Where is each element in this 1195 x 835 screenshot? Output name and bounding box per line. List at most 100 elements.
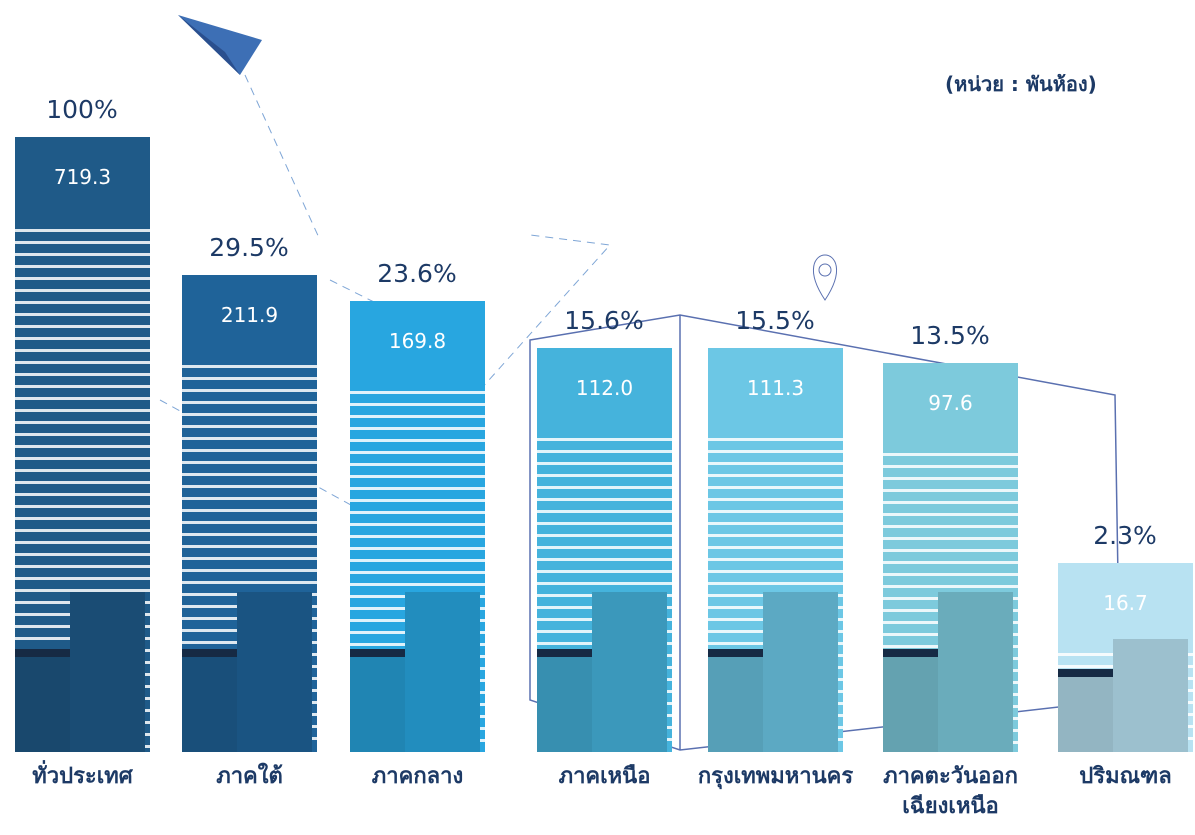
stripe bbox=[537, 545, 672, 549]
stripe bbox=[350, 462, 485, 466]
stripe bbox=[15, 337, 150, 341]
stripe bbox=[15, 373, 150, 377]
stripe bbox=[182, 389, 317, 393]
stripe bbox=[182, 509, 317, 513]
stripe bbox=[15, 301, 150, 305]
paper-plane bbox=[178, 15, 262, 75]
stripe bbox=[708, 534, 843, 538]
stripe bbox=[182, 533, 317, 537]
stripe bbox=[182, 545, 317, 549]
stripe bbox=[537, 581, 672, 585]
stripe bbox=[537, 533, 672, 537]
stripe bbox=[182, 365, 317, 369]
stripe bbox=[182, 569, 317, 573]
stripe bbox=[883, 525, 1018, 529]
stripe bbox=[15, 253, 150, 257]
value-label: 719.3 bbox=[53, 165, 112, 189]
stripe bbox=[537, 485, 672, 489]
building-icon bbox=[1058, 668, 1113, 752]
stripe bbox=[15, 529, 150, 533]
stripe bbox=[15, 349, 150, 353]
stripe bbox=[350, 582, 485, 586]
stripe bbox=[350, 534, 485, 538]
percent-label: 13.5% bbox=[910, 321, 990, 351]
stripe bbox=[15, 469, 150, 473]
stripe bbox=[883, 573, 1018, 577]
unit-note: (หน่วย : พันห้อง) bbox=[945, 72, 1097, 96]
category-label: ทั่วประเทศ bbox=[32, 764, 133, 789]
stripe bbox=[182, 581, 317, 585]
stripe bbox=[350, 546, 485, 550]
stripe bbox=[182, 437, 317, 441]
stripe bbox=[182, 413, 317, 417]
bar bbox=[537, 347, 672, 752]
bar bbox=[1058, 563, 1193, 752]
stripe bbox=[708, 558, 843, 562]
building-icon bbox=[350, 648, 405, 752]
stripe bbox=[350, 402, 485, 406]
stripe bbox=[708, 570, 843, 574]
stripe bbox=[15, 445, 150, 449]
percent-label: 23.6% bbox=[377, 258, 457, 288]
stripe bbox=[182, 425, 317, 429]
building-icon bbox=[15, 649, 70, 752]
building-icon bbox=[70, 592, 145, 752]
stripe bbox=[350, 486, 485, 490]
stripe bbox=[15, 493, 150, 497]
stripe bbox=[15, 553, 150, 557]
stripe bbox=[182, 485, 317, 489]
stripe bbox=[182, 461, 317, 465]
stripe bbox=[15, 577, 150, 581]
stripe bbox=[350, 426, 485, 430]
category-label: ภาคตะวันออก เฉียงเหนือ bbox=[883, 764, 1018, 819]
building-icon bbox=[1113, 638, 1188, 752]
stripe bbox=[350, 570, 485, 574]
stripe bbox=[15, 457, 150, 461]
percent-label: 15.6% bbox=[564, 305, 644, 335]
bar bbox=[15, 137, 150, 752]
stripe bbox=[350, 450, 485, 454]
stripe bbox=[883, 453, 1018, 457]
pin bbox=[812, 254, 838, 301]
stripe bbox=[350, 438, 485, 442]
bar bbox=[350, 300, 485, 752]
stripe bbox=[537, 461, 672, 465]
stripe bbox=[15, 505, 150, 509]
building-icon bbox=[237, 591, 312, 752]
stripe bbox=[883, 549, 1018, 553]
stripe bbox=[15, 409, 150, 413]
stripe bbox=[15, 385, 150, 389]
stripe bbox=[708, 462, 843, 466]
stripe bbox=[350, 522, 485, 526]
category-label: กรุงเทพมหานคร bbox=[697, 764, 854, 789]
stripe bbox=[350, 498, 485, 502]
stripe bbox=[708, 486, 843, 490]
stripe bbox=[708, 474, 843, 478]
stripe bbox=[537, 521, 672, 525]
stripe bbox=[708, 582, 843, 586]
bar bbox=[708, 348, 843, 752]
stripe bbox=[708, 438, 843, 442]
stripe bbox=[182, 521, 317, 525]
stripe bbox=[182, 557, 317, 561]
stripe bbox=[883, 513, 1018, 517]
stripe bbox=[350, 558, 485, 562]
stripe bbox=[15, 397, 150, 401]
value-label: 16.7 bbox=[1103, 591, 1148, 616]
stripe bbox=[15, 433, 150, 437]
value-label: 211.9 bbox=[220, 303, 279, 328]
stripe bbox=[537, 437, 672, 441]
stripe bbox=[537, 569, 672, 573]
stripe bbox=[350, 474, 485, 478]
building-icon bbox=[182, 648, 237, 752]
stripe bbox=[182, 473, 317, 477]
building-icon bbox=[592, 591, 667, 752]
building-icon bbox=[763, 591, 838, 752]
stripe bbox=[883, 561, 1018, 565]
percent-label: 2.3% bbox=[1093, 521, 1157, 551]
stripe bbox=[883, 465, 1018, 469]
percent-label: 15.5% bbox=[735, 306, 815, 336]
stripe bbox=[537, 497, 672, 501]
